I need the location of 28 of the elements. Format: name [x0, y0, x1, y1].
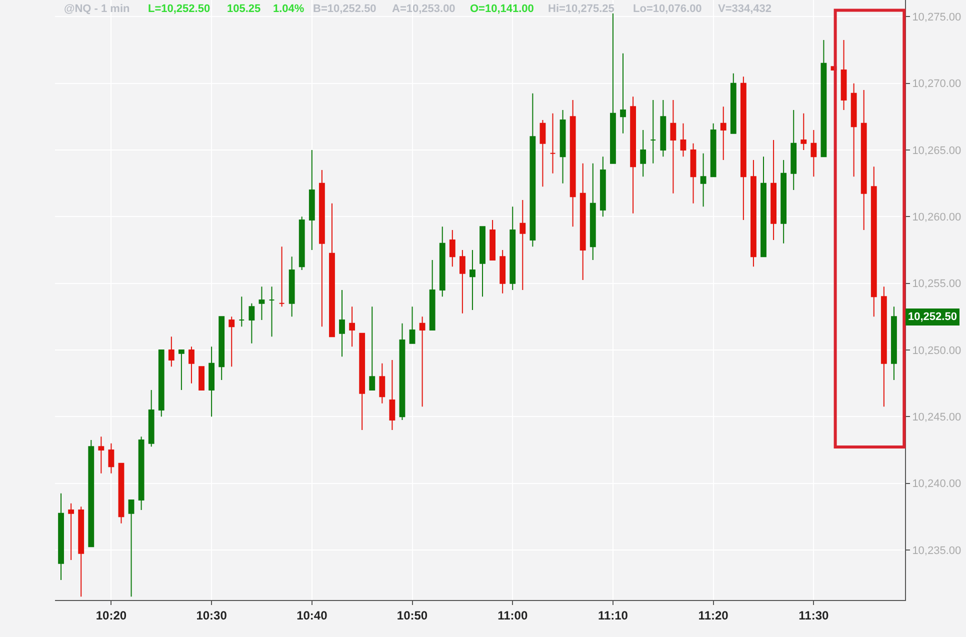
- y-tick-label: 10,270.00: [912, 78, 962, 90]
- x-tick-label: 10:20: [96, 608, 127, 622]
- y-tick-label: 10,245.00: [912, 412, 962, 424]
- x-tick-label: 11:00: [498, 608, 528, 622]
- x-tick-label: 11:10: [598, 608, 628, 622]
- y-tick-label: 10,250.00: [912, 344, 962, 357]
- y-tick-label: 10,240.00: [912, 478, 962, 490]
- annotation: A=10,253.00: [392, 3, 456, 15]
- x-tick-label: 10:50: [396, 608, 428, 622]
- annotation: L=10,252.50: [148, 3, 210, 15]
- annotation: 105.25: [227, 3, 261, 15]
- x-tick-label: 11:30: [798, 608, 830, 622]
- y-tick-label: 10,255.00: [912, 278, 962, 290]
- annotation: 1.04%: [273, 3, 304, 15]
- text: 10,252.50: [908, 311, 957, 323]
- annotation: Lo=10,076.00: [633, 3, 702, 15]
- annotation: O=10,141.00: [470, 3, 534, 15]
- y-tick-label: 10,260.00: [912, 212, 962, 224]
- x-tick-label: 10:30: [196, 608, 228, 622]
- x-tick-label: 10:40: [296, 608, 328, 622]
- y-tick-label: 10,235.00: [912, 544, 962, 557]
- y-tick-label: 10,275.00: [912, 12, 962, 24]
- x-tick-label: 11:20: [698, 608, 729, 622]
- annotation: B=10,252.50: [313, 3, 376, 15]
- chart-title: @NQ - 1 min: [64, 3, 130, 15]
- annotation: V=334,432: [718, 3, 772, 15]
- y-tick-label: 10,265.00: [912, 144, 962, 157]
- annotation: Hi=10,275.25: [548, 3, 614, 15]
